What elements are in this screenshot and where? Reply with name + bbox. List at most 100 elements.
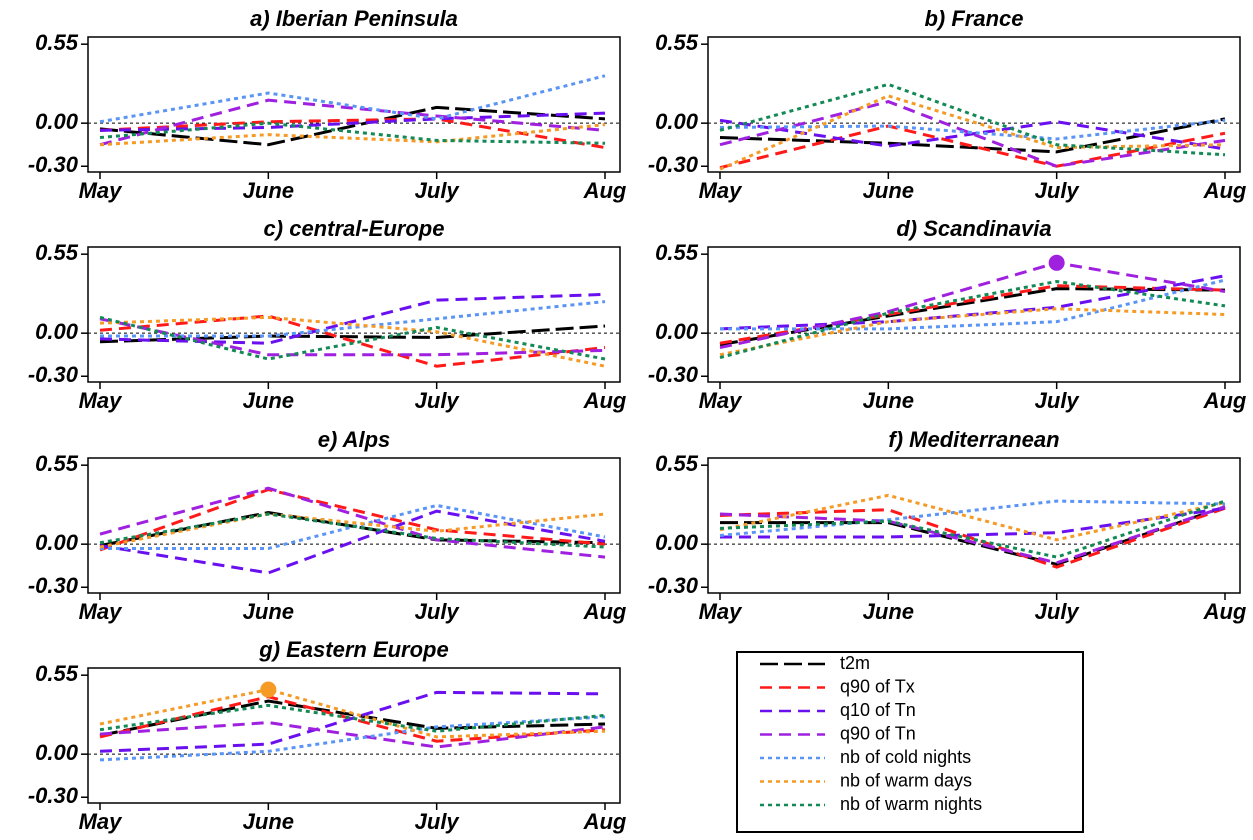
series-line xyxy=(99,74,606,124)
series-line xyxy=(99,292,606,345)
x-tick-label: July xyxy=(1035,599,1081,624)
y-tick-label: -0.30 xyxy=(648,573,699,598)
y-tick-label: -0.30 xyxy=(28,152,79,177)
x-tick-label: July xyxy=(415,809,461,834)
series-line xyxy=(719,100,1226,168)
series-line xyxy=(99,314,606,368)
y-tick-label: -0.30 xyxy=(28,573,79,598)
plot-frame xyxy=(707,457,1241,594)
y-tick-label: 0.00 xyxy=(35,530,79,555)
x-tick-label: Aug xyxy=(1203,599,1247,624)
series-line xyxy=(99,703,606,733)
series-line xyxy=(99,511,606,548)
x-tick-label: May xyxy=(79,178,124,203)
legend-box xyxy=(736,651,1084,833)
legend-label: nb of warm days xyxy=(840,770,972,790)
series-line xyxy=(99,117,606,150)
x-tick-label: July xyxy=(1035,178,1081,203)
legend-label: q90 of Tn xyxy=(840,723,916,743)
y-tick-label: 0.00 xyxy=(655,109,699,134)
series-line xyxy=(720,278,1226,331)
panel-title: b) France xyxy=(924,6,1023,31)
series-line xyxy=(99,512,606,549)
panel-title: a) Iberian Peninsula xyxy=(250,6,458,31)
series-line xyxy=(99,315,606,361)
x-tick-label: Aug xyxy=(583,809,627,834)
x-tick-label: Aug xyxy=(583,388,627,413)
series-line xyxy=(719,94,1226,171)
series-line xyxy=(719,82,1226,157)
x-tick-label: July xyxy=(415,599,461,624)
x-tick-label: June xyxy=(243,599,294,624)
series-line xyxy=(99,512,606,549)
legend-label: nb of cold nights xyxy=(840,747,971,767)
y-tick-label: -0.30 xyxy=(648,362,699,387)
y-tick-label: 0.55 xyxy=(35,240,79,265)
y-tick-label: 0.55 xyxy=(35,30,79,55)
x-tick-label: July xyxy=(1035,388,1081,413)
series-line xyxy=(99,98,606,147)
x-tick-label: June xyxy=(243,809,294,834)
x-tick-label: June xyxy=(243,388,294,413)
series-line xyxy=(99,105,606,147)
y-tick-label: 0.55 xyxy=(655,240,699,265)
series-line xyxy=(719,505,1226,565)
series-line xyxy=(99,688,606,739)
panel-title: e) Alps xyxy=(318,427,391,452)
y-tick-label: 0.55 xyxy=(35,451,79,476)
series-line xyxy=(719,307,1226,357)
series-line xyxy=(99,317,606,357)
series-line xyxy=(719,506,1226,569)
highlight-point xyxy=(260,681,277,698)
plot-frame xyxy=(87,667,621,804)
x-tick-label: Aug xyxy=(1203,178,1247,203)
x-tick-label: May xyxy=(699,599,744,624)
plot-frame xyxy=(87,246,621,383)
y-tick-label: 0.55 xyxy=(655,30,699,55)
y-tick-label: 0.00 xyxy=(655,530,699,555)
series-line xyxy=(99,324,606,344)
plot-frame xyxy=(707,246,1241,383)
series-line xyxy=(99,111,606,132)
y-tick-label: -0.30 xyxy=(28,783,79,808)
plot-frame xyxy=(87,36,621,173)
highlight-point xyxy=(1048,254,1065,271)
series-line xyxy=(719,279,1226,360)
series-line xyxy=(99,486,606,559)
plot-frame xyxy=(707,36,1241,173)
series-line xyxy=(719,493,1226,542)
legend-label: q90 of Tx xyxy=(840,676,915,696)
x-tick-label: May xyxy=(79,388,124,413)
panel-title: c) central-Europe xyxy=(264,216,445,241)
plot-frame xyxy=(87,457,621,594)
x-tick-label: June xyxy=(863,388,914,413)
legend-label: t2m xyxy=(840,653,870,673)
series-line xyxy=(99,695,606,743)
series-line xyxy=(719,261,1226,349)
x-tick-label: May xyxy=(79,599,124,624)
x-tick-label: Aug xyxy=(1203,388,1247,413)
panel-title: d) Scandinavia xyxy=(896,216,1051,241)
y-tick-label: -0.30 xyxy=(648,152,699,177)
y-tick-label: 0.00 xyxy=(655,319,699,344)
series-line xyxy=(719,499,1226,559)
x-tick-label: June xyxy=(863,178,914,203)
x-tick-label: May xyxy=(699,388,744,413)
x-tick-label: July xyxy=(415,178,461,203)
x-tick-label: June xyxy=(243,178,294,203)
series-line xyxy=(719,124,1226,170)
y-tick-label: 0.55 xyxy=(655,451,699,476)
legend-label: q10 of Tn xyxy=(840,700,916,720)
series-line xyxy=(99,721,606,749)
y-tick-label: 0.00 xyxy=(35,740,79,765)
x-tick-label: July xyxy=(415,388,461,413)
x-tick-label: Aug xyxy=(583,178,627,203)
panel-title: f) Mediterranean xyxy=(888,427,1059,452)
x-tick-label: May xyxy=(79,809,124,834)
series-line xyxy=(99,509,606,575)
x-tick-label: June xyxy=(863,599,914,624)
y-tick-label: 0.00 xyxy=(35,109,79,134)
x-tick-label: Aug xyxy=(583,599,627,624)
